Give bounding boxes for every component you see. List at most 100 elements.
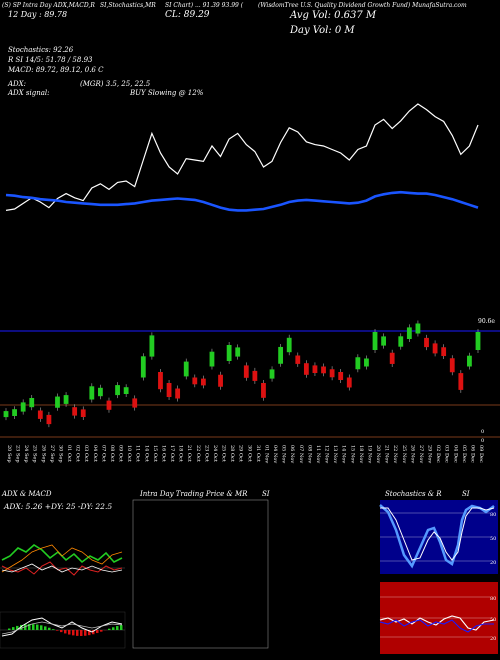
x-axis-date-label: 20 Sep	[6, 445, 12, 463]
x-axis-date-label: 02 Dec	[435, 445, 441, 463]
x-axis-date-label: 02 Oct	[75, 445, 81, 462]
adx-value: (MGR) 3.5, 25, 22.5	[80, 80, 151, 88]
stoch-d-line	[380, 507, 495, 561]
x-axis-date-label: 18 Nov	[358, 445, 364, 463]
x-axis-date-label: 04 Oct	[92, 445, 98, 462]
x-axis-date-label: 06 Dec	[469, 445, 475, 463]
macd-bar	[84, 630, 87, 636]
candle	[72, 407, 78, 416]
macd-bar	[24, 624, 27, 630]
x-axis-date-label: 13 Nov	[332, 445, 338, 463]
macd-bar	[100, 630, 103, 632]
candle	[149, 335, 155, 357]
candle	[346, 377, 352, 388]
stoch-level-80: 80	[490, 512, 496, 518]
stoch-level-50: 50	[490, 536, 496, 542]
rsi-level-80: 80	[490, 596, 496, 602]
candle	[98, 387, 103, 397]
macd-bar	[40, 625, 43, 630]
price-line	[5, 103, 479, 211]
candle	[329, 369, 335, 378]
candle	[303, 363, 309, 375]
candle	[432, 343, 438, 354]
candle	[398, 336, 404, 347]
x-axis-date-label: 21 Nov	[384, 445, 390, 463]
candle	[406, 327, 412, 339]
candle	[29, 398, 35, 408]
macd-bar	[80, 630, 83, 636]
macd-bar	[88, 630, 91, 636]
x-axis-date-label: 25 Sep	[32, 445, 38, 463]
adx-label: ADX:	[8, 80, 27, 88]
candle	[132, 398, 138, 408]
macd-bar	[76, 630, 79, 636]
rsi-value: R SI 14/5: 51.78 / 58.93	[8, 56, 93, 64]
macd-histogram	[8, 624, 123, 636]
x-axis-date-label: 23 Oct	[203, 445, 209, 462]
candle	[458, 373, 464, 390]
candle	[166, 383, 172, 397]
x-axis-date-label: 29 Oct	[238, 445, 244, 462]
side-label-1: 0	[481, 438, 484, 444]
x-axis-date-label: 04 Dec	[452, 445, 458, 463]
x-axis-dates: 20 Sep 23 Sep 24 Sep 25 Sep 26 Sep 27 Sep 30 S…	[6, 445, 484, 463]
candle	[226, 345, 232, 361]
candle	[192, 377, 198, 385]
candle	[355, 357, 361, 370]
x-axis-date-label: 05 Dec	[461, 445, 467, 463]
macd-value: MACD: 89.72, 89.12, 0.6 C	[8, 66, 104, 74]
macd-bar	[28, 624, 31, 630]
x-axis-date-label: 03 Dec	[444, 445, 450, 463]
rsi-level-20: 20	[490, 636, 496, 642]
x-axis-date-label: 30 Sep	[57, 445, 63, 463]
stoch-level-20: 20	[490, 560, 496, 566]
x-axis-date-label: 15 Nov	[349, 445, 355, 463]
candle	[372, 332, 378, 350]
price-chart: 90.6e 0 0 20 Sep 23 Sep 24 Sep 25 Sep 26 Sep…	[0, 103, 500, 463]
candle	[364, 358, 369, 367]
macd-bar	[32, 624, 35, 630]
x-axis-date-label: 09 Dec	[478, 445, 484, 463]
day-volume: Day Vol: 0 M	[290, 25, 355, 36]
header-title-right: (WisdomTree U.S. Quality Dividend Growth…	[258, 2, 467, 9]
candle	[475, 332, 481, 350]
adx-white-line	[1, 563, 123, 573]
mrsi-line	[379, 619, 494, 633]
stochastics-value: Stochastics: 92.26	[8, 46, 74, 54]
stoch-panel-title: Stochastics & R	[385, 490, 442, 498]
header-title-mid2: SI Chart) ... 91.39 93.99 (	[165, 2, 244, 9]
x-axis-date-label: 16 Oct	[160, 445, 166, 462]
x-axis-date-label: 27 Nov	[418, 445, 424, 463]
price-12day: 12 Day : 89.78	[8, 10, 68, 19]
candle	[200, 378, 206, 386]
x-axis-date-label: 26 Sep	[40, 445, 46, 463]
x-axis-date-label: 18 Oct	[178, 445, 184, 462]
candle	[12, 409, 17, 416]
x-axis-date-label: 24 Sep	[23, 445, 29, 463]
candle	[183, 361, 189, 377]
candle	[158, 372, 163, 390]
candle	[89, 386, 95, 400]
candle	[140, 356, 146, 378]
x-axis-date-label: 28 Oct	[229, 445, 235, 462]
macd-bar	[92, 630, 95, 635]
candle	[243, 365, 249, 378]
candle	[467, 355, 472, 367]
x-axis-date-label: 07 Oct	[100, 445, 106, 462]
x-axis-date-label: 21 Oct	[186, 445, 192, 462]
candle	[123, 387, 129, 394]
macd-bar	[96, 630, 99, 634]
moving-average-line	[5, 190, 479, 212]
candle	[235, 347, 241, 357]
macd-bar	[116, 626, 119, 630]
macd-bar	[72, 630, 75, 636]
macd-bar	[120, 625, 123, 630]
x-axis-date-label: 22 Nov	[392, 445, 398, 463]
minus-di-line	[1, 561, 123, 576]
intraday-panel-title: Intra Day Trading Price & MR	[140, 490, 248, 498]
intraday-panel-si: SI	[262, 490, 270, 498]
x-axis-date-label: 08 Nov	[306, 445, 312, 463]
candle	[252, 370, 258, 381]
candle	[449, 358, 455, 373]
